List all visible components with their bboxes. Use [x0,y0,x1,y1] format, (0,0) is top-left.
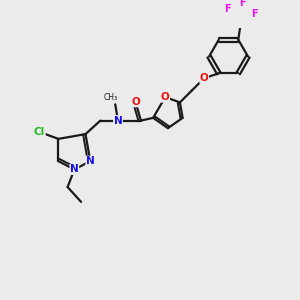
Text: N: N [114,116,122,126]
Text: CH₃: CH₃ [104,93,118,102]
Text: O: O [200,73,208,83]
Text: N: N [70,164,79,175]
Text: N: N [86,156,95,166]
Text: Cl: Cl [34,127,45,137]
Text: F: F [251,9,258,19]
Text: O: O [131,97,140,107]
Text: O: O [161,92,170,102]
Text: F: F [239,0,246,8]
Text: F: F [224,4,231,14]
